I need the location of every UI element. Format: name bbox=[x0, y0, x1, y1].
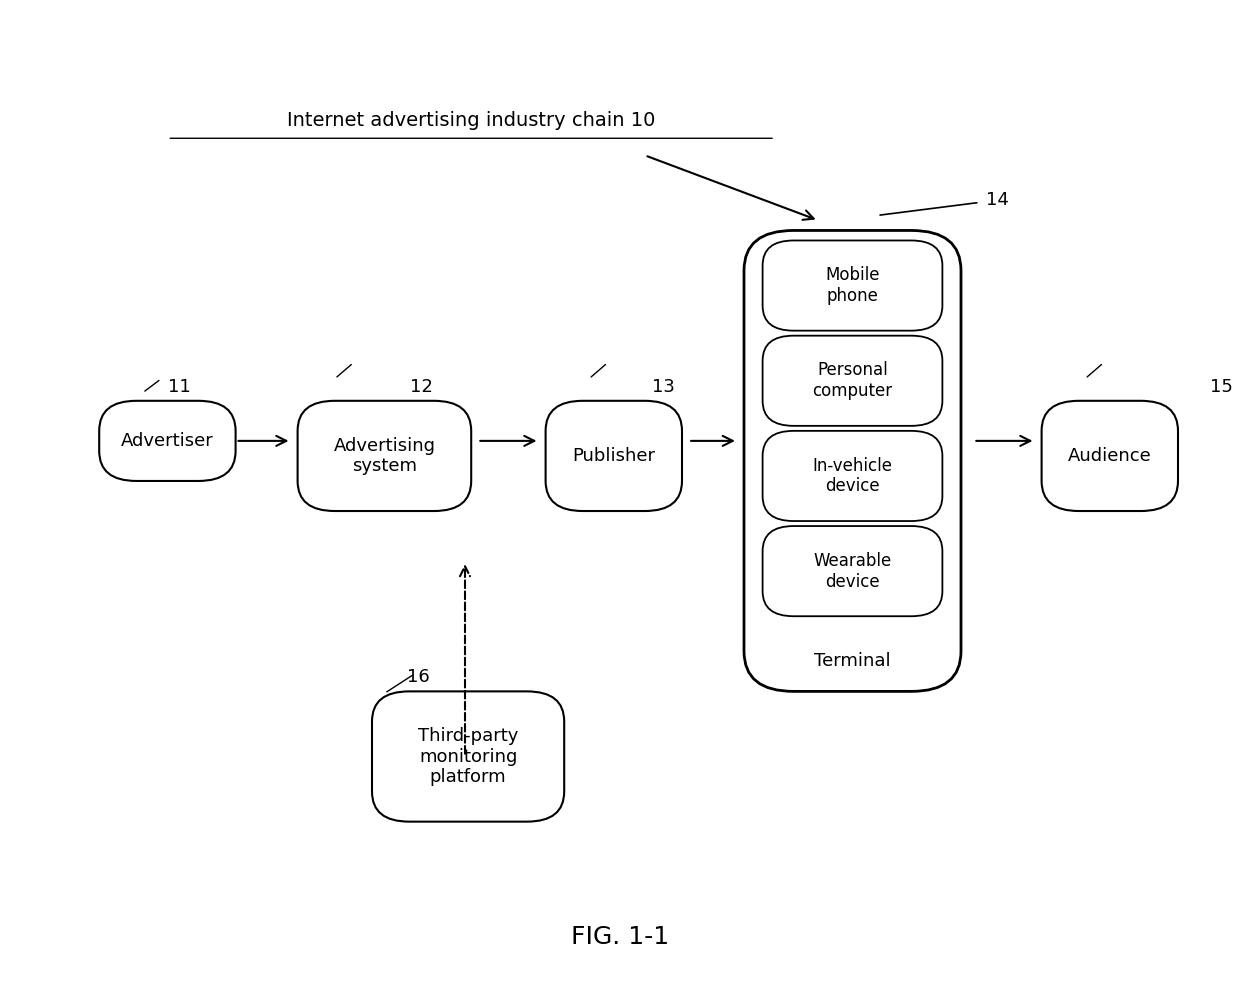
Text: Terminal: Terminal bbox=[815, 652, 890, 670]
FancyBboxPatch shape bbox=[546, 401, 682, 511]
Text: 13: 13 bbox=[652, 378, 675, 396]
Text: Personal
computer: Personal computer bbox=[812, 362, 893, 400]
Text: Advertiser: Advertiser bbox=[122, 432, 213, 450]
Text: 12: 12 bbox=[410, 378, 433, 396]
FancyBboxPatch shape bbox=[763, 336, 942, 426]
FancyBboxPatch shape bbox=[744, 230, 961, 691]
Text: Third-party
monitoring
platform: Third-party monitoring platform bbox=[418, 726, 518, 787]
FancyBboxPatch shape bbox=[763, 240, 942, 331]
Text: 14: 14 bbox=[986, 191, 1008, 209]
FancyBboxPatch shape bbox=[372, 691, 564, 822]
Text: 16: 16 bbox=[407, 668, 430, 686]
FancyBboxPatch shape bbox=[763, 431, 942, 521]
Text: Wearable
device: Wearable device bbox=[813, 552, 892, 590]
FancyBboxPatch shape bbox=[99, 401, 236, 481]
Text: Advertising
system: Advertising system bbox=[334, 437, 435, 475]
Text: Internet advertising industry chain 10: Internet advertising industry chain 10 bbox=[286, 111, 656, 129]
Text: In-vehicle
device: In-vehicle device bbox=[812, 457, 893, 495]
FancyBboxPatch shape bbox=[298, 401, 471, 511]
Text: Mobile
phone: Mobile phone bbox=[826, 267, 879, 305]
Text: FIG. 1-1: FIG. 1-1 bbox=[570, 925, 670, 949]
Text: Publisher: Publisher bbox=[573, 447, 655, 465]
Text: Audience: Audience bbox=[1068, 447, 1152, 465]
FancyBboxPatch shape bbox=[763, 526, 942, 616]
FancyBboxPatch shape bbox=[1042, 401, 1178, 511]
Text: 11: 11 bbox=[169, 378, 191, 396]
Text: 15: 15 bbox=[1210, 378, 1233, 396]
